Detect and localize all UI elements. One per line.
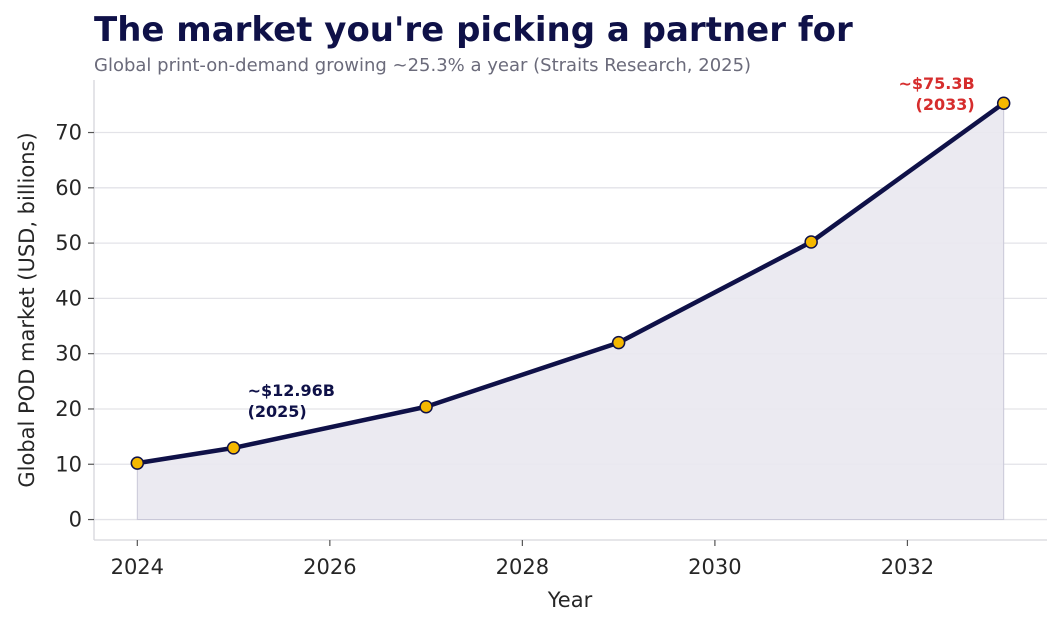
data-point-2029: [611, 335, 626, 350]
y-tick-label-0: 0: [69, 508, 82, 532]
y-tick-label-20: 20: [55, 397, 82, 421]
series-line: [135, 100, 1006, 466]
x-axis-label: Year: [547, 588, 593, 612]
annotation-value-2033: ~$75.3B: [898, 74, 974, 93]
y-tick-label-60: 60: [55, 176, 82, 200]
annotation-year-2025: (2025): [248, 402, 307, 421]
data-point-2027: [419, 400, 433, 414]
y-tick-label-30: 30: [55, 342, 82, 366]
line-layer: [135, 100, 1006, 466]
x-tick-label-2028: 2028: [496, 555, 549, 579]
data-point-2031: [804, 235, 818, 249]
annotation-value-2025: ~$12.96B: [248, 381, 335, 400]
x-tick-label-2026: 2026: [303, 555, 356, 579]
axes-layer: [93, 80, 1047, 541]
data-point-2024: [130, 456, 145, 470]
x-tick-label-2032: 2032: [881, 555, 934, 579]
chart-title: The market you're picking a partner for: [94, 10, 853, 50]
y-tick-label-10: 10: [55, 452, 82, 476]
data-point-2033: [996, 96, 1011, 110]
area-fill: [136, 102, 1005, 521]
chart-subtitle: Global print-on-demand growing ~25.3% a …: [94, 55, 752, 76]
annotations-layer: ~$12.96B (2025) ~$75.3B (2033): [248, 74, 975, 421]
y-tick-label-40: 40: [55, 286, 82, 310]
points-layer: [130, 96, 1011, 470]
y-tick-label-70: 70: [55, 121, 82, 145]
y-axis-label: Global POD market (USD, billions): [15, 132, 39, 487]
x-tick-label-2024: 2024: [111, 555, 164, 579]
annotation-year-2033: (2033): [916, 95, 975, 114]
x-tick-label-2030: 2030: [688, 555, 741, 579]
y-tick-label-50: 50: [55, 231, 82, 255]
data-point-2025: [226, 441, 241, 455]
area-layer: [136, 102, 1005, 521]
